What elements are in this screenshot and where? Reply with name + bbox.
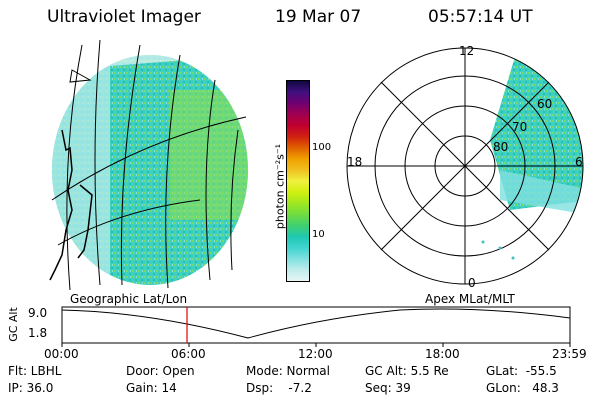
- geo-grid-lines: [51, 39, 247, 291]
- status-seq: Seq: 39: [365, 381, 411, 395]
- status-dsp: Dsp: -7.2: [246, 381, 312, 395]
- mlat-label-70: 70: [512, 120, 528, 134]
- status-gc-alt: GC Alt: 5.5 Re: [365, 364, 449, 378]
- mlt-label-6: 6: [575, 155, 583, 169]
- altitude-xtick-0: 00:00: [44, 347, 79, 361]
- altitude-ytick-low: 1.8: [28, 326, 48, 340]
- status-gain: Gain: 14: [126, 381, 177, 395]
- altitude-xtick-3: 18:00: [425, 347, 460, 361]
- altitude-xtick-2: 12:00: [298, 347, 333, 361]
- status-ip: IP: 36.0: [8, 381, 54, 395]
- instrument-title: Ultraviolet Imager: [47, 7, 201, 27]
- polar-panel-label: Apex MLat/MLT: [425, 292, 515, 306]
- mlt-label-18: 18: [347, 155, 363, 169]
- coastline: [49, 129, 93, 281]
- mlt-label-0: 0: [468, 276, 476, 290]
- altitude-curve: [61, 308, 571, 339]
- altitude-ytick-high: 9.0: [28, 306, 48, 320]
- altitude-xtick-1: 06:00: [171, 347, 206, 361]
- status-mode: Mode: Normal: [246, 364, 330, 378]
- altitude-ylabel: GC Alt: [6, 307, 20, 342]
- mlt-label-12: 12: [459, 44, 475, 58]
- colorbar-unit-label: photon cm⁻²s⁻¹: [273, 143, 287, 230]
- status-glat: GLat: -55.5: [486, 364, 557, 378]
- mlat-label-80: 80: [493, 140, 509, 154]
- mlat-label-60: 60: [537, 97, 553, 111]
- date-label: 19 Mar 07: [275, 7, 362, 27]
- polar-emission-map: [490, 48, 583, 215]
- colorbar-tick-100: 100: [312, 142, 332, 153]
- colorbar: [286, 80, 310, 282]
- altitude-xtick-4: 23:59: [552, 347, 587, 361]
- colorbar-tick-10: 10: [312, 229, 325, 240]
- status-door: Door: Open: [126, 364, 195, 378]
- polar-grid: [346, 47, 584, 285]
- geo-emission-map: [52, 55, 248, 285]
- time-label: 05:57:14 UT: [428, 7, 533, 27]
- geo-panel-label: Geographic Lat/Lon: [70, 292, 188, 306]
- altitude-plot-frame: [61, 306, 571, 344]
- status-glon: GLon: 48.3: [486, 381, 559, 395]
- status-filter: Flt: LBHL: [8, 364, 62, 378]
